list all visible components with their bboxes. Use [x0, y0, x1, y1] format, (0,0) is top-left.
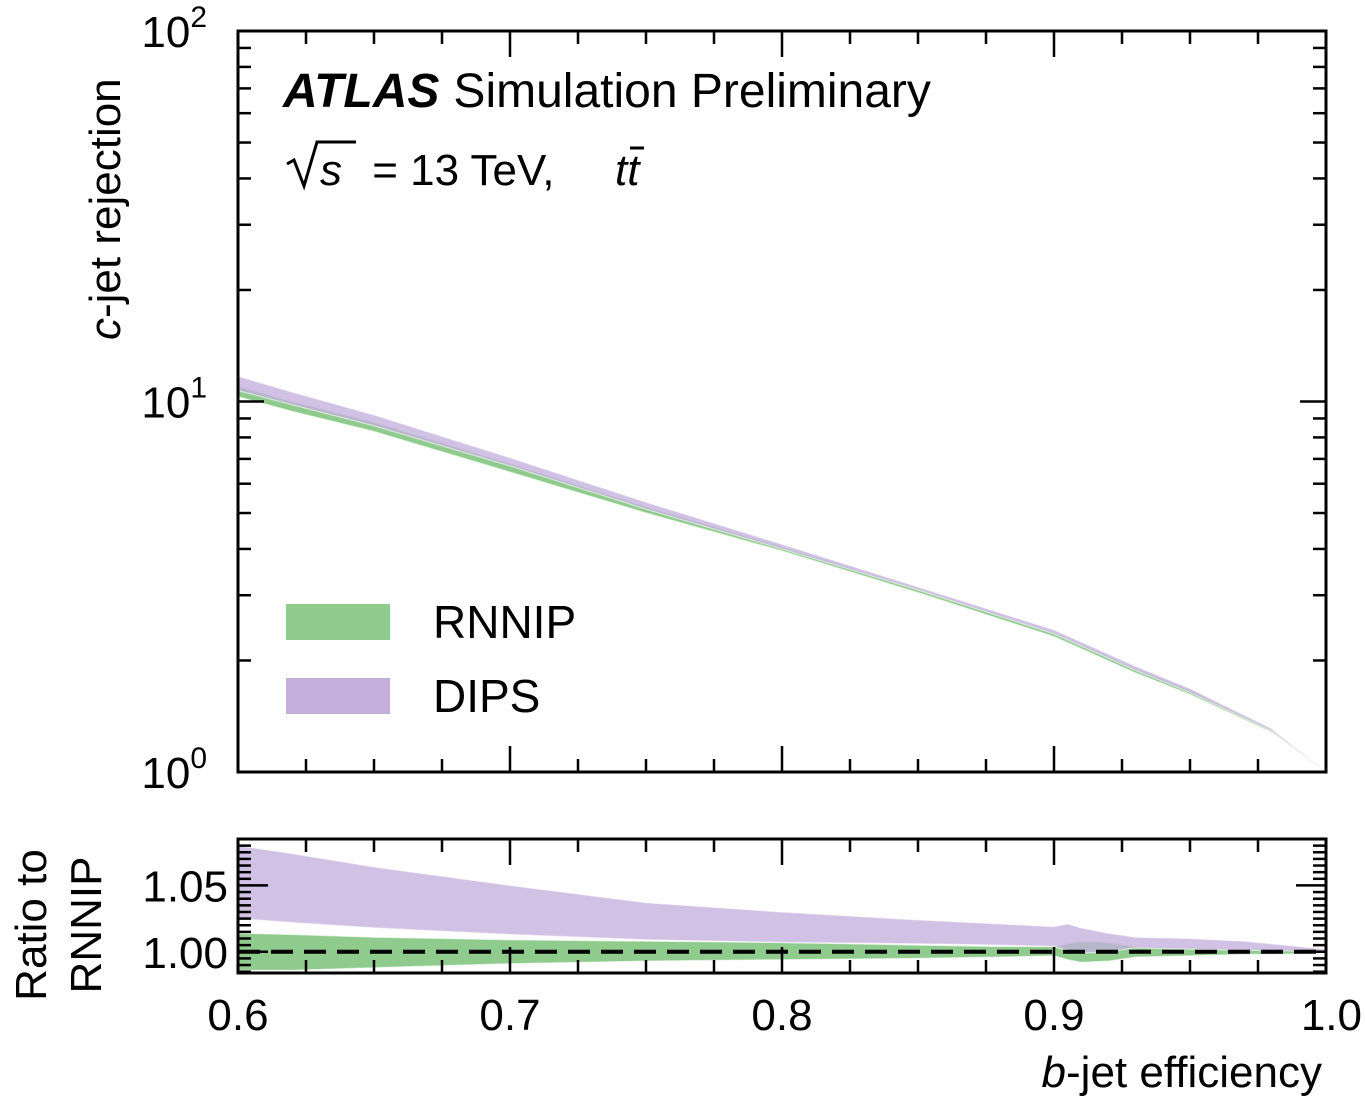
legend-swatch-rnnip: [284, 602, 392, 642]
ratio-ticks: [236, 837, 1328, 973]
atlas-experiment: ATLAS: [282, 65, 439, 118]
ratio-ytick-label: 1.00: [142, 929, 228, 978]
main-ytick-label: 102: [141, 1, 207, 57]
main-ticks: [236, 29, 1328, 774]
legend-item-rnnip: RNNIP: [284, 596, 576, 648]
ratio-band-dips: [238, 844, 1326, 954]
legend-label-rnnip: RNNIP: [433, 596, 576, 648]
energy-rest: = 13 TeV,: [360, 146, 567, 195]
xtick-labels: 0.6 0.7 0.8 0.9 1.0: [207, 991, 1362, 1040]
atlas-status: Simulation Preliminary: [453, 65, 931, 118]
legend: RNNIP DIPS: [284, 596, 576, 722]
main-ytick-label: 101: [141, 372, 207, 428]
atlas-label: ATLAS Simulation Preliminary: [282, 65, 931, 118]
main-ytick-base: 10: [141, 379, 190, 428]
main-ylabel-rest: -jet rejection: [81, 78, 130, 318]
main-frame: [236, 29, 1328, 774]
main-ylabel: c-jet rejection: [81, 78, 130, 340]
xlabel-italic: b: [1042, 1048, 1066, 1097]
ratio-panel: 1.001.05 0.6 0.7 0.8 0.9 1.0 Ratio to RNNIP …: [7, 837, 1362, 1097]
energy-sqrt-s: s: [320, 146, 342, 195]
main-ytick-exp: 1: [190, 372, 207, 405]
legend-label-dips: DIPS: [433, 670, 540, 722]
legend-swatch-dips: [284, 676, 392, 716]
xlabel-rest: -jet efficiency: [1066, 1048, 1322, 1097]
process-label: tt: [615, 146, 641, 195]
ratio-ylabel-line2: RNNIP: [62, 857, 111, 994]
ratio-ylabel-line1: Ratio to: [7, 849, 56, 1001]
xtick-label: 0.9: [1023, 991, 1084, 1040]
xtick-label: 0.7: [479, 991, 540, 1040]
xtick-label: 1.0: [1301, 991, 1362, 1040]
sqrt-sign: [286, 140, 356, 191]
xtick-label: 0.8: [751, 991, 812, 1040]
main-band-dips: [238, 375, 1326, 772]
energy-label: s = 13 TeV, tt: [286, 140, 644, 195]
main-band-rnnip: [238, 385, 1326, 772]
main-bands: [238, 375, 1326, 772]
legend-item-dips: DIPS: [284, 670, 540, 722]
ratio-ytick-labels: 1.00 1.05: [142, 862, 228, 977]
main-ytick-base: 10: [141, 8, 190, 57]
main-ytick-base: 10: [141, 749, 190, 798]
main-ytick-label: 100: [141, 742, 207, 798]
xtick-label: 0.6: [207, 991, 268, 1040]
xlabel: b-jet efficiency: [1042, 1048, 1322, 1097]
main-ylabel-italic: c: [81, 318, 130, 340]
ratio-ytick-label: 1.05: [142, 862, 228, 911]
main-ytick-exp: 2: [190, 1, 207, 34]
main-ytick-exp: 0: [190, 742, 207, 775]
